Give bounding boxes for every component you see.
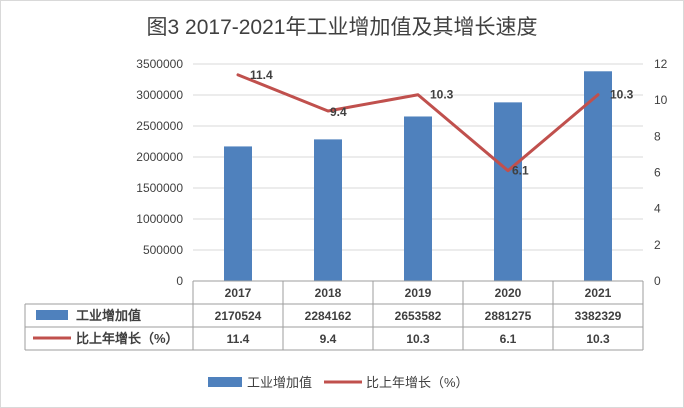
data-label: 10.3 bbox=[610, 88, 634, 102]
table-cell: 6.1 bbox=[500, 332, 517, 346]
legend-bar-swatch bbox=[208, 377, 242, 387]
table-cell: 2653582 bbox=[395, 309, 442, 323]
data-label: 10.3 bbox=[430, 88, 454, 102]
table-cell: 2170524 bbox=[215, 309, 262, 323]
y-left-tick-label: 2500000 bbox=[136, 119, 183, 133]
right-axis: 0 2 4 6 8 10 12 bbox=[654, 57, 668, 288]
table-cell: 2881275 bbox=[485, 309, 532, 323]
y-right-tick-label: 6 bbox=[654, 166, 661, 180]
x-tick-label: 2021 bbox=[585, 286, 612, 300]
line-series: 11.4 9.4 10.3 6.1 10.3 bbox=[236, 68, 634, 178]
x-tick-label: 2017 bbox=[225, 286, 252, 300]
y-right-tick-label: 0 bbox=[654, 274, 661, 288]
y-left-tick-label: 1500000 bbox=[136, 181, 183, 195]
y-left-tick-label: 3500000 bbox=[136, 57, 183, 71]
x-tick-label: 2019 bbox=[405, 286, 432, 300]
y-right-tick-label: 2 bbox=[654, 238, 661, 252]
bar bbox=[404, 116, 432, 282]
y-left-tick-label: 3000000 bbox=[136, 88, 183, 102]
series-line bbox=[236, 73, 600, 173]
data-table: 2017 2018 2019 2020 2021 工业增加值 2170524 2284162 2… bbox=[24, 280, 644, 351]
bar bbox=[224, 146, 252, 281]
table-cell: 2284162 bbox=[305, 309, 352, 323]
bar bbox=[494, 102, 522, 281]
legend-label: 工业增加值 bbox=[247, 375, 312, 390]
x-tick-label: 2018 bbox=[315, 286, 342, 300]
y-left-tick-label: 1000000 bbox=[136, 212, 183, 226]
table-cell: 9.4 bbox=[320, 332, 337, 346]
bar-series bbox=[224, 71, 612, 282]
table-cell: 3382329 bbox=[575, 309, 622, 323]
table-cell: 10.3 bbox=[406, 332, 430, 346]
chart-title: 图3 2017-2021年工业增加值及其增长速度 bbox=[147, 16, 538, 39]
x-tick-label: 2020 bbox=[495, 286, 522, 300]
y-left-tick-label: 2000000 bbox=[136, 150, 183, 164]
y-right-tick-label: 4 bbox=[654, 202, 661, 216]
table-row-label: 比上年增长（%） bbox=[76, 331, 179, 346]
table-cell: 10.3 bbox=[586, 332, 610, 346]
legend-label: 比上年增长（%） bbox=[366, 375, 469, 390]
left-axis: 0 500000 1000000 1500000 2000000 2500000 30000… bbox=[136, 57, 183, 288]
y-right-tick-label: 8 bbox=[654, 129, 661, 143]
y-left-tick-label: 0 bbox=[176, 274, 183, 288]
y-right-tick-label: 10 bbox=[654, 93, 668, 107]
data-label: 6.1 bbox=[512, 164, 529, 178]
table-legend-key-bar bbox=[36, 310, 68, 320]
data-label: 11.4 bbox=[250, 68, 273, 82]
bar bbox=[584, 71, 612, 282]
table-cell: 11.4 bbox=[227, 332, 250, 346]
bar bbox=[314, 139, 342, 281]
y-right-tick-label: 12 bbox=[654, 57, 668, 71]
data-label: 9.4 bbox=[330, 105, 347, 119]
legend: 工业增加值 比上年增长（%） bbox=[208, 375, 469, 390]
y-left-tick-label: 500000 bbox=[143, 243, 183, 257]
table-row-label: 工业增加值 bbox=[76, 308, 141, 323]
